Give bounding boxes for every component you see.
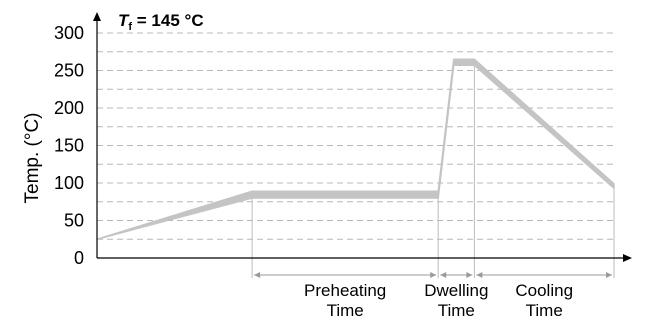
phase-label-line: Time xyxy=(327,301,364,320)
y-tick-label: 150 xyxy=(54,136,84,156)
y-axis-arrowhead xyxy=(93,12,101,21)
phase-arrowhead-left xyxy=(254,272,261,278)
phase-guides xyxy=(251,65,615,278)
grid xyxy=(97,32,616,240)
y-tick-label: 0 xyxy=(74,248,84,268)
phase-label-line: Preheating xyxy=(304,281,386,300)
temperature-band xyxy=(96,58,615,240)
phase-arrowhead-right xyxy=(466,272,473,278)
phase-label-line: Time xyxy=(526,301,563,320)
y-tick-label: 50 xyxy=(64,211,84,231)
phase-arrowhead-right xyxy=(430,272,437,278)
annotation-value: = 145 °C xyxy=(132,11,204,30)
phase-label: Preheating Time xyxy=(304,281,386,320)
phase-label-line: Cooling xyxy=(515,281,573,300)
y-tick-label: 250 xyxy=(54,61,84,81)
annotation-subscript: f xyxy=(128,21,132,33)
melting-temperature-annotation: Tf = 145 °C xyxy=(118,11,204,33)
y-tick-labels: 0 50 100 150 200 250 300 xyxy=(54,23,84,268)
y-axis-title: Temp. (°C) xyxy=(22,113,43,204)
phase-label-line: Dwelling xyxy=(424,281,488,300)
phase-arrowhead-right xyxy=(606,272,612,278)
axes xyxy=(93,12,632,262)
phase-label: Dwelling Time xyxy=(424,281,488,320)
phase-label: Cooling Time xyxy=(515,281,573,320)
y-tick-label: 200 xyxy=(54,98,84,118)
phase-label-line: Time xyxy=(438,301,475,320)
phase-arrowhead-left xyxy=(440,272,447,278)
phase-arrowhead-left xyxy=(476,272,483,278)
annotation-symbol: T xyxy=(118,11,130,30)
y-tick-label: 300 xyxy=(54,23,84,43)
temperature-band-shape xyxy=(96,58,615,240)
x-axis-arrowhead xyxy=(623,254,632,262)
y-tick-label: 100 xyxy=(54,173,84,193)
